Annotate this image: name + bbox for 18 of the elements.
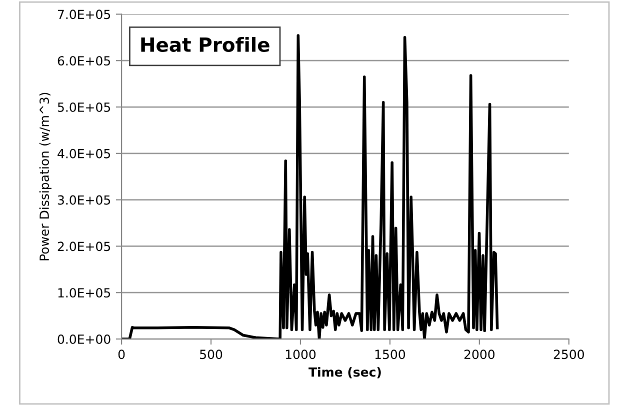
- x-tick-label: 1000: [286, 350, 316, 360]
- y-tick-label: 5.0E+05: [58, 102, 110, 112]
- y-tick-label: 1.0E+05: [58, 288, 110, 298]
- y-tick-label: 2.0E+05: [58, 242, 110, 252]
- x-tick-label: 1500: [375, 350, 406, 360]
- x-tick-label: 0: [118, 350, 125, 360]
- y-tick-label: 0.0E+00: [58, 334, 110, 344]
- text: Heat Profile: [141, 36, 270, 52]
- y-tick-label: 6.0E+05: [58, 56, 110, 66]
- y-tick-label: 4.0E+05: [58, 148, 110, 158]
- y-tick-label: 3.0E+05: [58, 195, 110, 205]
- x-tick-label: 2500: [554, 350, 584, 360]
- x-axis-title: Time (sec): [308, 367, 381, 378]
- y-tick-label: 7.0E+05: [58, 10, 110, 20]
- x-tick-label: 2000: [464, 350, 494, 360]
- line-series: [122, 34, 499, 340]
- x-tick-label: 500: [200, 350, 222, 360]
- y-axis-title: Power Dissipation (w/m^3): [39, 92, 52, 260]
